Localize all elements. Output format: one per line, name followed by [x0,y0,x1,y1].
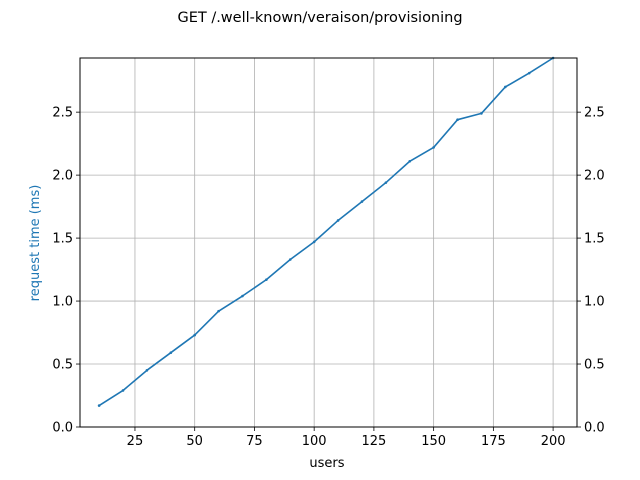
right-y-tick-label: 2.0 [584,169,605,184]
data-point [169,351,173,354]
series-layer [97,56,555,407]
chart-title: GET /.well-known/veraison/provisioning [177,10,462,26]
grid-lines [80,58,577,428]
x-tick-label: 200 [541,434,566,449]
data-point [408,159,412,163]
data-point [527,71,531,75]
x-tick-label: 100 [302,434,327,449]
right-y-axis-ticks: 0.0 0.5 1.0 1.5 2.0 2.5 [577,106,605,436]
data-point [432,146,435,149]
right-y-tick-label: 0.0 [584,421,605,436]
y-axis-ticks: 0.0 0.5 1.0 1.5 2.0 2.5 [52,106,80,436]
data-point [456,118,459,122]
y-tick-label: 1.0 [52,295,73,310]
y-axis-label: request time (ms) [28,185,43,302]
right-y-tick-label: 2.5 [584,106,605,121]
x-tick-label: 25 [127,434,144,449]
x-tick-label: 50 [186,434,203,449]
y-tick-label: 2.5 [52,106,73,121]
x-axis-label: users [309,456,344,471]
y-tick-label: 0.5 [52,358,73,373]
x-tick-label: 175 [481,434,506,449]
data-point [504,85,507,89]
data-point [145,369,149,372]
data-point [360,200,364,203]
right-y-tick-label: 1.5 [584,232,605,247]
x-axis-ticks: 25 50 75 100 125 150 175 200 [127,427,566,449]
data-point [265,278,268,281]
data-point [241,294,244,298]
data-point [217,309,220,313]
data-point [193,333,196,337]
data-point [336,219,340,222]
x-tick-label: 125 [361,434,386,449]
y-tick-label: 2.0 [52,169,73,184]
data-point [97,404,101,407]
series-line [98,57,554,407]
x-tick-label: 75 [246,434,263,449]
right-y-tick-label: 0.5 [584,358,605,373]
data-point [121,389,125,392]
data-point [312,240,316,244]
plot-frame [79,57,578,428]
y-tick-label: 0.0 [52,421,73,436]
data-point [384,181,388,184]
data-point [288,258,292,261]
data-point [480,112,483,115]
right-y-tick-label: 1.0 [584,295,605,310]
x-tick-label: 150 [421,434,446,449]
y-tick-label: 1.5 [52,232,73,247]
